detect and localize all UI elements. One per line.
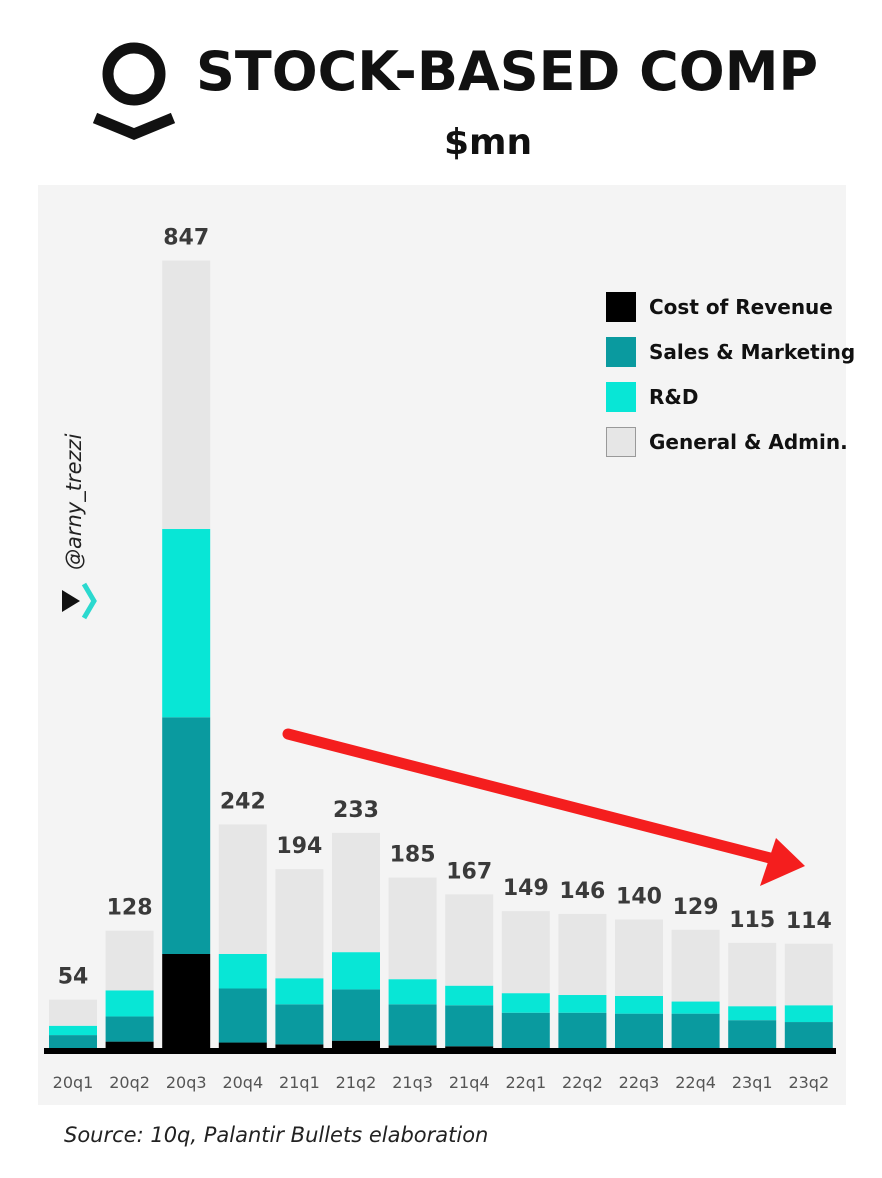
play-chevron-icon [62, 582, 97, 620]
bar-segment-sales-marketing-22q1 [501, 1012, 550, 1049]
bar-segment-general-admin--22q2 [558, 913, 607, 996]
bar-segment-general-admin--22q4 [671, 929, 720, 1002]
bar-segment-sales-marketing-21q1 [275, 1004, 324, 1045]
total-label-21q3: 185 [390, 843, 436, 868]
page-title: STOCK-BASED COMP [196, 40, 819, 103]
legend-label: R&D [649, 384, 699, 409]
total-label-20q3: 847 [163, 226, 209, 251]
bar-segment-r-d-23q2 [784, 1005, 833, 1023]
legend: Cost of Revenue Sales & Marketing R&D Ge… [606, 284, 855, 464]
bar-segment-cost-of-revenue-21q2 [332, 1040, 380, 1050]
legend-swatch [606, 336, 636, 367]
bar-segment-r-d-20q1 [49, 1025, 97, 1036]
bar-segment-r-d-21q1 [275, 978, 324, 1005]
bar-segment-r-d-22q3 [615, 995, 663, 1014]
bar-segment-cost-of-revenue-21q3 [388, 1045, 437, 1050]
bar-segment-general-admin--23q2 [784, 943, 833, 1006]
total-label-22q4: 129 [673, 895, 719, 920]
legend-swatch [606, 426, 636, 457]
bar-segment-sales-marketing-20q1 [49, 1035, 97, 1049]
bar-segment-general-admin--20q1 [49, 999, 97, 1026]
bar-segment-general-admin--21q1 [275, 869, 324, 979]
bar-segment-sales-marketing-20q2 [105, 1016, 154, 1042]
bar-segment-r-d-22q2 [558, 995, 607, 1013]
bar-segment-cost-of-revenue-20q4 [218, 1042, 267, 1050]
x-tick-label-20q1: 20q1 [53, 1073, 94, 1092]
x-tick-label-22q2: 22q2 [562, 1073, 603, 1092]
total-label-22q3: 140 [616, 885, 662, 910]
bar-segment-r-d-20q3 [162, 529, 211, 718]
bar-segment-sales-marketing-21q2 [332, 989, 380, 1041]
bar-segment-general-admin--20q3 [162, 260, 211, 530]
legend-item-cost-of-revenue: Cost of Revenue [606, 284, 855, 329]
bar-segment-r-d-21q2 [332, 952, 380, 990]
legend-label: Sales & Marketing [649, 339, 856, 364]
bar-segment-sales-marketing-21q4 [445, 1005, 494, 1047]
x-tick-label-20q2: 20q2 [109, 1073, 150, 1092]
total-label-23q2: 114 [786, 909, 832, 934]
total-label-20q4: 242 [220, 789, 266, 814]
legend-swatch [606, 381, 636, 412]
trend-arrow-head [760, 838, 805, 886]
bar-segment-general-admin--21q2 [332, 832, 380, 953]
legend-item-rd: R&D [606, 374, 855, 419]
trend-arrow-shaft [282, 728, 776, 864]
bar-segment-general-admin--22q3 [615, 919, 663, 996]
total-label-22q1: 149 [503, 876, 549, 901]
x-tick-label-23q1: 23q1 [732, 1073, 773, 1092]
bar-segment-r-d-22q1 [501, 993, 550, 1013]
bar-segment-sales-marketing-21q3 [388, 1004, 437, 1046]
total-label-21q1: 194 [276, 834, 322, 859]
x-tick-label-22q1: 22q1 [505, 1073, 546, 1092]
bar-segment-cost-of-revenue-20q2 [105, 1041, 154, 1050]
x-tick-label-21q1: 21q1 [279, 1073, 320, 1092]
bar-segment-sales-marketing-20q4 [218, 988, 267, 1043]
bar-segment-r-d-23q1 [728, 1006, 777, 1021]
bar-segment-r-d-20q4 [218, 954, 267, 989]
bar-segment-r-d-22q4 [671, 1001, 720, 1014]
total-label-22q2: 146 [559, 879, 605, 904]
legend-label: Cost of Revenue [649, 294, 833, 319]
total-label-20q1: 54 [58, 965, 89, 990]
bar-segment-general-admin--21q4 [445, 894, 494, 986]
total-label-20q2: 128 [107, 896, 153, 921]
legend-item-sales-marketing: Sales & Marketing [606, 329, 855, 374]
x-tick-label-21q3: 21q3 [392, 1073, 433, 1092]
bar-segment-sales-marketing-22q2 [558, 1012, 607, 1049]
x-tick-label-21q2: 21q2 [336, 1073, 377, 1092]
total-label-23q1: 115 [729, 908, 775, 933]
legend-label: General & Admin. [649, 429, 848, 454]
bar-segment-cost-of-revenue-20q3 [162, 954, 211, 1050]
legend-item-general-admin: General & Admin. [606, 419, 855, 464]
source-note: Source: 10q, Palantir Bullets elaboratio… [64, 1123, 489, 1147]
x-tick-label-21q4: 21q4 [449, 1073, 490, 1092]
bar-segment-r-d-20q2 [105, 990, 154, 1017]
bar-segment-sales-marketing-23q1 [728, 1020, 777, 1050]
bar-segment-sales-marketing-22q4 [671, 1013, 720, 1050]
page-subtitle: $mn [444, 122, 533, 163]
bar-segment-r-d-21q3 [388, 979, 437, 1005]
bar-segment-sales-marketing-22q3 [615, 1013, 663, 1050]
x-tick-label-20q4: 20q4 [222, 1073, 263, 1092]
total-label-21q2: 233 [333, 798, 379, 823]
x-tick-label-23q2: 23q2 [788, 1073, 829, 1092]
x-tick-label-22q3: 22q3 [619, 1073, 660, 1092]
bar-segment-general-admin--23q1 [728, 942, 777, 1007]
palantir-logo [92, 42, 176, 140]
x-tick-label-22q4: 22q4 [675, 1073, 716, 1092]
bar-segment-cost-of-revenue-21q1 [275, 1044, 324, 1050]
legend-swatch [606, 291, 636, 322]
bar-segment-sales-marketing-20q3 [162, 717, 211, 955]
bar-segment-r-d-21q4 [445, 985, 494, 1006]
bar-segment-general-admin--20q2 [105, 930, 154, 991]
bar-segment-sales-marketing-23q2 [784, 1022, 833, 1050]
bar-segment-general-admin--21q3 [388, 877, 437, 980]
bar-segment-general-admin--20q4 [218, 824, 267, 955]
total-label-21q4: 167 [446, 859, 492, 884]
bar-segment-general-admin--22q1 [501, 911, 550, 994]
x-tick-label-20q3: 20q3 [166, 1073, 207, 1092]
